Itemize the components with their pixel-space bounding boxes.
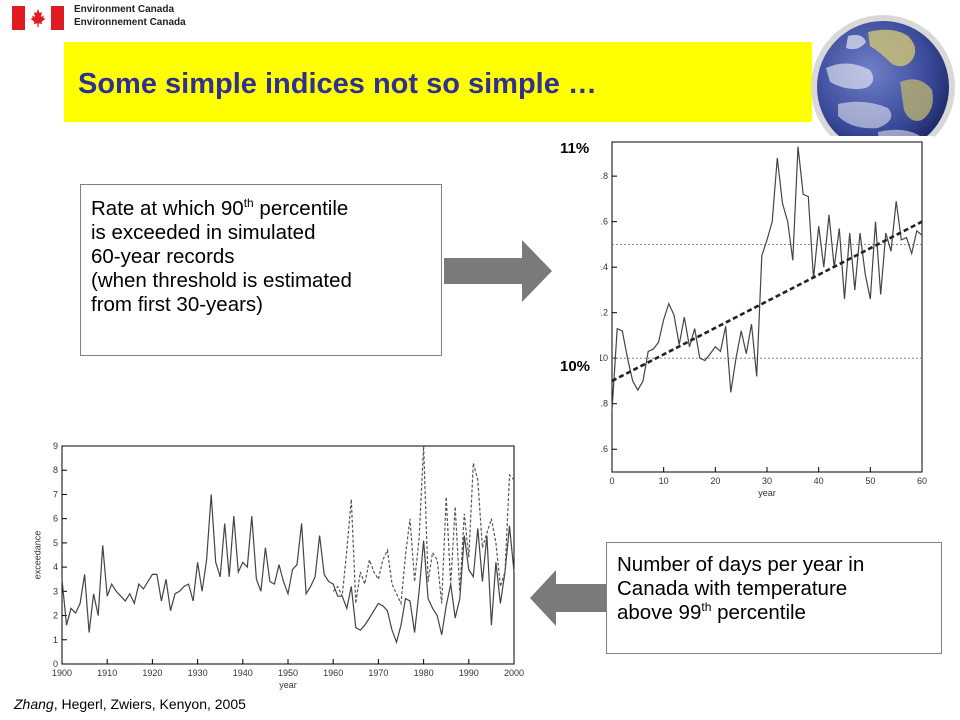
y-tick-label: 3: [53, 586, 58, 596]
callout-days-above-99th: Number of days per year in Canada with t…: [606, 542, 942, 654]
callout-bottom-line3-end: percentile: [711, 601, 806, 624]
label-10-percent: 10%: [560, 358, 591, 375]
x-tick-label: 1990: [459, 668, 479, 678]
x-tick-label: 2000: [504, 668, 524, 678]
x-tick-label: 50: [865, 476, 875, 486]
slide-title: Some simple indices not so simple …: [78, 68, 597, 100]
y-tick-label: 6: [53, 514, 58, 524]
x-tick-label: 10: [659, 476, 669, 486]
x-tick-label: 20: [710, 476, 720, 486]
wordmark-french: Environnement Canada: [74, 17, 186, 28]
callout-top-line5: from first 30-years): [91, 293, 263, 316]
y-tick-label: 10: [600, 353, 608, 363]
x-tick-label: 40: [814, 476, 824, 486]
x-tick-label: 60: [917, 476, 927, 486]
trend-line: [611, 220, 923, 383]
y-tick-label: 8: [53, 465, 58, 475]
y-tick-label: 7: [53, 489, 58, 499]
y-tick-label: 10.4: [600, 262, 608, 272]
y-tick-label: 5: [53, 538, 58, 548]
plot-frame: [61, 445, 515, 665]
y-axis-label: exceedance: [32, 531, 42, 580]
callout-top-line3: 60-year records: [91, 245, 235, 268]
x-tick-label: 1980: [414, 668, 434, 678]
citation-rest: , Hegerl, Zwiers, Kenyon, 2005: [53, 696, 246, 712]
x-tick-label: 0: [609, 476, 614, 486]
arrow-right-icon: [444, 240, 552, 302]
series-line: [611, 146, 923, 411]
x-axis-label: year: [758, 488, 776, 498]
x-tick-label: 1950: [278, 668, 298, 678]
y-tick-label: 4: [53, 562, 58, 572]
callout-top-line4: (when threshold is estimated: [91, 269, 352, 292]
x-tick-label: 1940: [233, 668, 253, 678]
callout-exceedance-rate: Rate at which 90th percentile is exceede…: [80, 184, 442, 356]
x-tick-label: 1900: [52, 668, 72, 678]
callout-bottom-line2: Canada with temperature: [617, 577, 848, 600]
series-line-dashed: [332, 445, 515, 606]
label-11-percent: 11%: [560, 140, 590, 157]
x-axis-label: year: [279, 680, 297, 690]
y-tick-label: 9.8: [600, 399, 608, 409]
plot-frame: [611, 141, 923, 473]
x-tick-label: 1920: [142, 668, 162, 678]
callout-bottom-line3: above 99: [617, 601, 702, 624]
citation-first-author: Zhang: [14, 696, 54, 712]
callout-top-line2: is exceeded in simulated: [91, 221, 316, 244]
x-tick-label: 1960: [323, 668, 343, 678]
citation: Zhang, Hegerl, Zwiers, Kenyon, 2005: [14, 696, 246, 712]
callout-bottom-sup: th: [701, 600, 712, 615]
callout-top-line1: Rate at which 90: [91, 197, 244, 220]
y-tick-label: 0: [53, 659, 58, 669]
environment-canada-logo: Environment Canada Environnement Canada: [4, 2, 244, 34]
callout-bottom-line1: Number of days per year in: [617, 553, 865, 576]
wordmark-english: Environment Canada: [74, 4, 175, 15]
y-tick-label: 9: [53, 441, 58, 451]
simulated-exceedance-chart: 0 10 20 30 40 50 60 9.6 9.8 10 10.2 10.4 10.6 10.8 yea…: [600, 136, 934, 510]
y-tick-label: 1: [53, 635, 58, 645]
x-tick-label: 1930: [188, 668, 208, 678]
y-tick-label: 9.6: [600, 444, 608, 454]
callout-top-line1-end: percentile: [253, 197, 349, 220]
arrow-left-icon: [530, 570, 608, 626]
y-tick-label: 10.8: [600, 171, 608, 181]
callout-top-sup: th: [243, 196, 254, 211]
x-tick-label: 1910: [97, 668, 117, 678]
y-tick-label: 10.2: [600, 308, 608, 318]
y-tick-label: 10.6: [600, 217, 608, 227]
earth-globe-image: [811, 15, 955, 159]
x-tick-label: 1970: [368, 668, 388, 678]
canada-exceedance-chart: 1900 1910 1920 1930 1940 1950 1960 1970 1980 1990…: [26, 438, 534, 698]
x-tick-label: 30: [762, 476, 772, 486]
title-banner: [64, 42, 812, 122]
y-tick-label: 2: [53, 611, 58, 621]
series-line: [61, 494, 515, 645]
canada-flag-icon: [12, 6, 64, 30]
